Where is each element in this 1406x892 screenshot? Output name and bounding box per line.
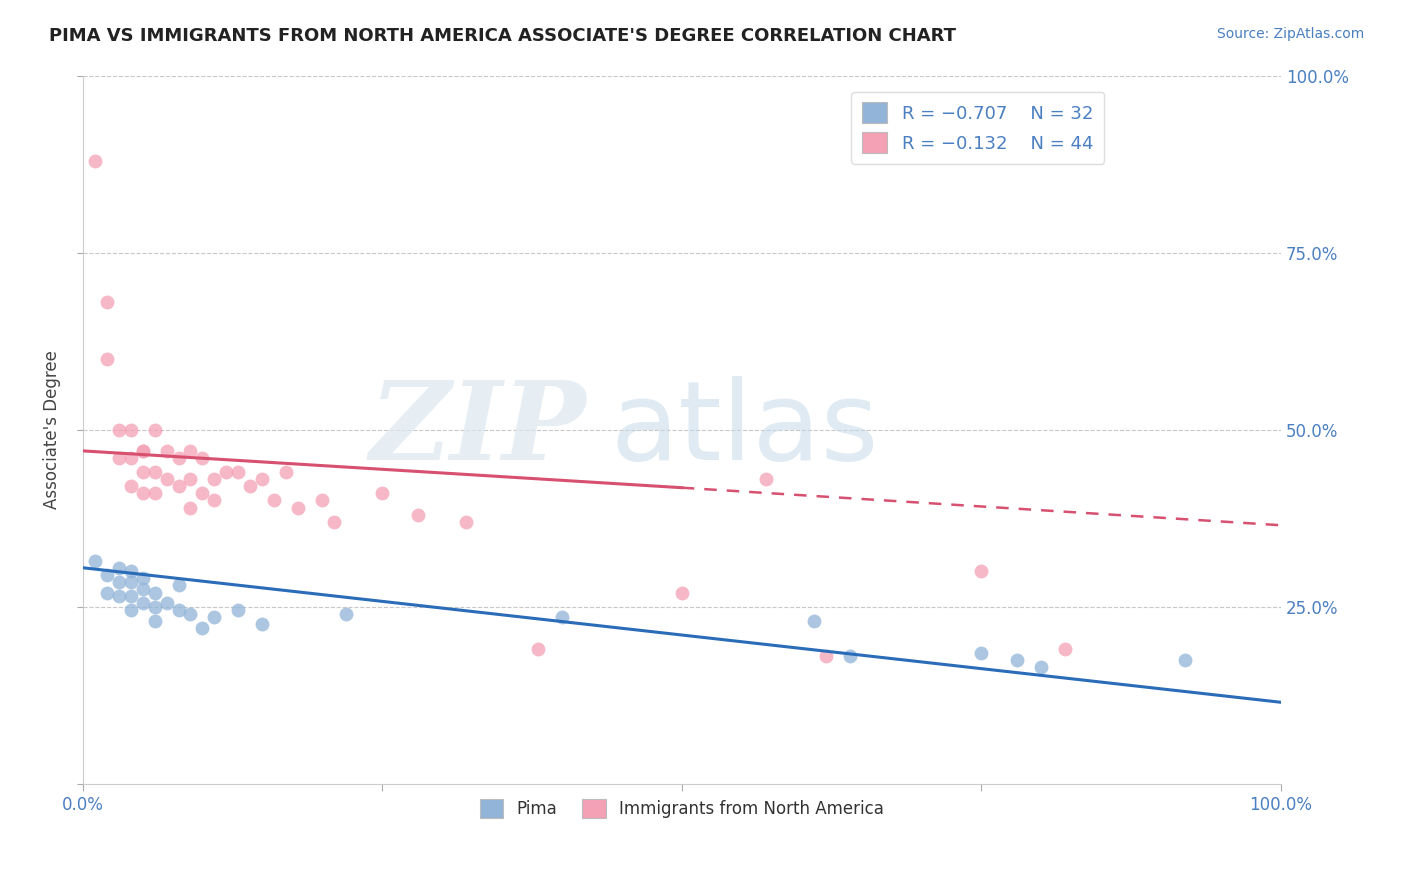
Point [107, 450, 129, 465]
Point [107, 574, 129, 589]
Point [143, 585, 166, 599]
Text: ZIP: ZIP [370, 376, 586, 483]
Point [143, 465, 166, 479]
Point [167, 450, 190, 465]
Point [143, 599, 166, 614]
Point [1054, 642, 1077, 657]
Text: atlas: atlas [610, 376, 879, 483]
Point [323, 515, 346, 529]
Point [287, 500, 309, 515]
Point [970, 564, 993, 578]
Point [755, 472, 778, 486]
Point [456, 515, 478, 529]
Point [1031, 660, 1053, 674]
Text: PIMA VS IMMIGRANTS FROM NORTH AMERICA ASSOCIATE'S DEGREE CORRELATION CHART: PIMA VS IMMIGRANTS FROM NORTH AMERICA AS… [49, 27, 956, 45]
Point [1174, 653, 1197, 667]
Point [970, 646, 993, 660]
Point [131, 486, 153, 500]
Point [191, 486, 214, 500]
Point [179, 472, 201, 486]
Point [131, 443, 153, 458]
Point [276, 465, 298, 479]
Point [179, 500, 201, 515]
Point [155, 596, 177, 610]
Point [167, 479, 190, 493]
Point [228, 465, 250, 479]
Point [143, 423, 166, 437]
Point [191, 621, 214, 635]
Point [96, 351, 118, 366]
Point [120, 479, 142, 493]
Point [143, 614, 166, 628]
Point [803, 614, 825, 628]
Point [131, 571, 153, 585]
Point [167, 578, 190, 592]
Point [179, 607, 201, 621]
Point [131, 443, 153, 458]
Point [228, 603, 250, 617]
Point [143, 486, 166, 500]
Point [239, 479, 262, 493]
Point [406, 508, 429, 522]
Point [155, 443, 177, 458]
Point [838, 649, 860, 664]
Point [204, 610, 226, 624]
Point [814, 649, 837, 664]
Point [96, 295, 118, 310]
Point [131, 465, 153, 479]
Point [120, 564, 142, 578]
Point [131, 596, 153, 610]
Point [252, 472, 274, 486]
Point [120, 589, 142, 603]
Point [263, 493, 285, 508]
Point [191, 450, 214, 465]
Point [155, 472, 177, 486]
Point [120, 423, 142, 437]
Point [167, 603, 190, 617]
Point [107, 560, 129, 574]
Point [527, 642, 550, 657]
Point [96, 567, 118, 582]
Point [120, 450, 142, 465]
Point [83, 554, 105, 568]
Point [371, 486, 394, 500]
Legend: Pima, Immigrants from North America: Pima, Immigrants from North America [474, 792, 890, 825]
Point [1007, 653, 1029, 667]
Point [179, 443, 201, 458]
Point [252, 617, 274, 632]
Point [96, 585, 118, 599]
Point [120, 603, 142, 617]
Text: Source: ZipAtlas.com: Source: ZipAtlas.com [1216, 27, 1364, 41]
Point [551, 610, 574, 624]
Point [107, 423, 129, 437]
Point [83, 153, 105, 168]
Point [204, 472, 226, 486]
Point [671, 585, 693, 599]
Point [131, 582, 153, 596]
Point [107, 589, 129, 603]
Point [335, 607, 357, 621]
Y-axis label: Associate's Degree: Associate's Degree [44, 351, 60, 509]
Point [204, 493, 226, 508]
Point [120, 574, 142, 589]
Point [215, 465, 238, 479]
Point [311, 493, 333, 508]
